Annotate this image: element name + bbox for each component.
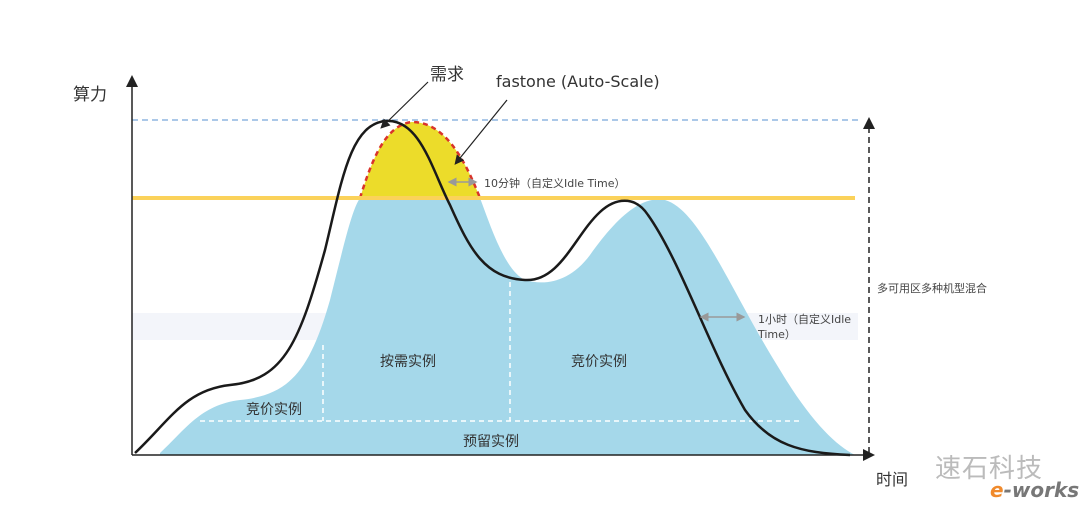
demand-pointer xyxy=(380,81,429,129)
y-axis-label: 算力 xyxy=(73,85,107,105)
autoscale-label: fastone (Auto-Scale) xyxy=(496,72,660,91)
autoscale-cap xyxy=(358,120,482,199)
autoscale-pointer xyxy=(454,99,508,165)
idle-short-label: 10分钟（自定义Idle Time） xyxy=(484,177,626,190)
demand-curve xyxy=(134,119,851,457)
demand-label: 需求 xyxy=(430,65,464,85)
reserved-label: 预留实例 xyxy=(463,434,519,450)
multi-az-label: 多可用区多种机型混合 xyxy=(877,282,987,295)
eworks-logo: e-works xyxy=(990,478,1080,502)
idle-long-label-2: Time） xyxy=(758,328,796,341)
x-axis-label: 时间 xyxy=(876,470,909,489)
capacity-area xyxy=(160,198,855,455)
spot-left-label: 竞价实例 xyxy=(246,402,302,418)
idle-long-label-1: 1小时（自定义Idle xyxy=(758,313,852,326)
spot-right-label: 竞价实例 xyxy=(571,354,627,370)
on-demand-label: 按需实例 xyxy=(380,354,436,370)
watermark-text: 速石科技 xyxy=(935,454,1044,484)
